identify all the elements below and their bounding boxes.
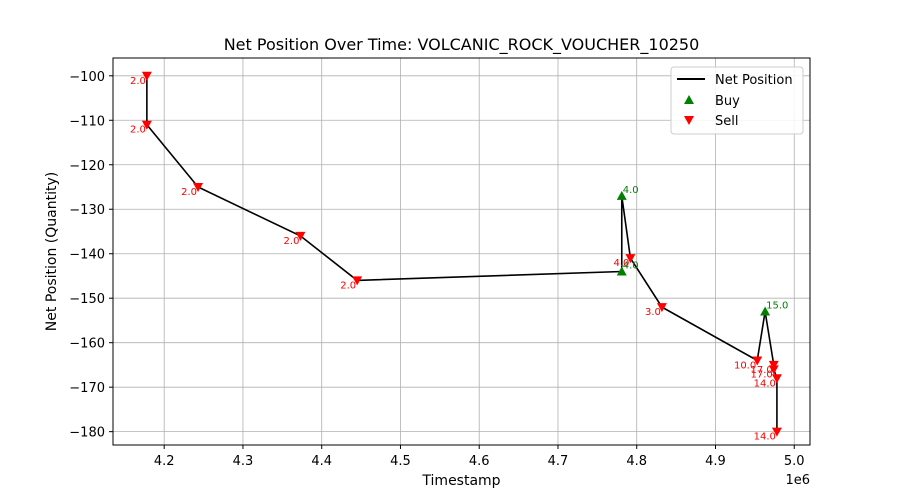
sell-marker: [771, 374, 782, 384]
sell-data-label: 4.0: [614, 258, 630, 269]
y-tick-label: −170: [69, 381, 105, 396]
sell-data-label: 10.0: [734, 360, 756, 371]
y-tick-label: −100: [69, 70, 105, 85]
sell-marker: [295, 231, 306, 241]
y-tick-label: −160: [69, 337, 105, 352]
sell-data-label: 2.0: [284, 236, 300, 247]
plot-frame: [112, 57, 811, 446]
sell-marker: [656, 303, 667, 313]
y-tick-label: −130: [69, 203, 105, 218]
sell-data-label: 3.0: [645, 307, 661, 318]
x-tick-label: 4.4: [311, 454, 332, 469]
buy-marker: [760, 306, 771, 316]
buy-data-label: 4.0: [623, 261, 639, 272]
chart-title: Net Position Over Time: VOLCANIC_ROCK_VO…: [224, 35, 700, 55]
axis-ticks: 4.2 4.3 4.4 4.5 4.6 4.7 4.8 4.9 5.0 −100 −110 −120 −…: [69, 70, 804, 469]
legend: Net Position Buy Sell: [670, 66, 804, 135]
buy-data-label: 15.0: [766, 301, 788, 312]
sell-data-label: 14.0: [754, 432, 776, 443]
x-tick-label: 5.0: [784, 454, 805, 469]
sell-data-label: 2.0: [130, 76, 146, 87]
x-tick-label: 4.7: [548, 454, 569, 469]
sell-data-label: 2.0: [340, 280, 356, 291]
y-axis-label: Net Position (Quantity): [44, 172, 60, 331]
y-tick-label: −120: [69, 159, 105, 174]
x-tick-label: 4.5: [390, 454, 411, 469]
x-tick-label: 4.8: [626, 454, 647, 469]
sell-marker: [771, 427, 782, 437]
sell-data-label: 2.0: [130, 125, 146, 136]
legend-entry-net-position: Net Position: [715, 73, 793, 88]
x-tick-label: 4.2: [154, 454, 175, 469]
buy-data-label: 4.0: [623, 185, 639, 196]
sell-data-label: 17.0: [751, 365, 773, 376]
buy-marker: [616, 266, 627, 276]
y-tick-label: −150: [69, 292, 105, 307]
legend-box: [670, 66, 804, 135]
legend-buy-marker: [684, 95, 694, 104]
y-tick-label: −180: [69, 426, 105, 441]
legend-entry-buy: Buy: [715, 94, 740, 109]
x-axis-offset-label: 1e6: [785, 473, 810, 488]
sell-data-label: 14.0: [754, 378, 776, 389]
sell-marker: [352, 276, 363, 286]
legend-sell-marker: [684, 116, 694, 125]
y-tick-label: −140: [69, 248, 105, 263]
buy-marker: [616, 190, 627, 200]
x-axis-label: Timestamp: [421, 473, 500, 489]
x-tick-label: 4.9: [705, 454, 726, 469]
sell-marker: [193, 183, 204, 192]
sell-marker: [141, 120, 152, 130]
sell-data-label: 17.0: [751, 369, 773, 380]
sell-marker: [625, 254, 636, 264]
sell-marker: [141, 71, 152, 81]
sell-marker: [752, 356, 763, 366]
data-labels: 4.04.015.02.02.02.02.02.04.03.010.017.01…: [130, 76, 788, 443]
x-tick-label: 4.6: [469, 454, 490, 469]
legend-entry-sell: Sell: [715, 114, 738, 129]
sell-marker: [768, 365, 779, 375]
y-tick-label: −110: [69, 114, 105, 129]
sell-data-label: 2.0: [181, 187, 197, 198]
x-tick-label: 4.3: [233, 454, 254, 469]
plot-markers: [141, 71, 782, 437]
